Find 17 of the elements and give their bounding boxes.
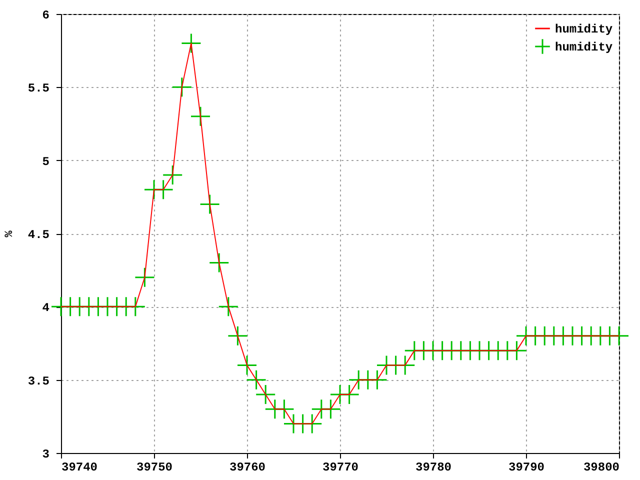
x-tick-label: 39780 <box>415 460 452 474</box>
x-tick-label: 39750 <box>136 460 173 474</box>
y-tick-label: 3 <box>42 448 50 462</box>
y-tick-label: 6 <box>42 8 50 22</box>
legend-label: humidity <box>555 22 613 36</box>
x-tick-label: 39760 <box>229 460 266 474</box>
y-tick-label: 5.5 <box>28 82 50 96</box>
x-tick-label: 39770 <box>322 460 359 474</box>
x-tick-label: 39790 <box>508 460 545 474</box>
y-tick-label: 3.5 <box>28 374 50 388</box>
y-tick-label: 4 <box>42 301 50 316</box>
x-tick-label: 39800 <box>583 460 620 474</box>
legend-label: humidity <box>555 40 613 54</box>
x-tick-label: 39740 <box>62 460 98 474</box>
y-tick-label: 4.5 <box>28 228 50 242</box>
y-axis-title: % <box>4 230 16 238</box>
y-tick-label: 5 <box>42 154 50 169</box>
